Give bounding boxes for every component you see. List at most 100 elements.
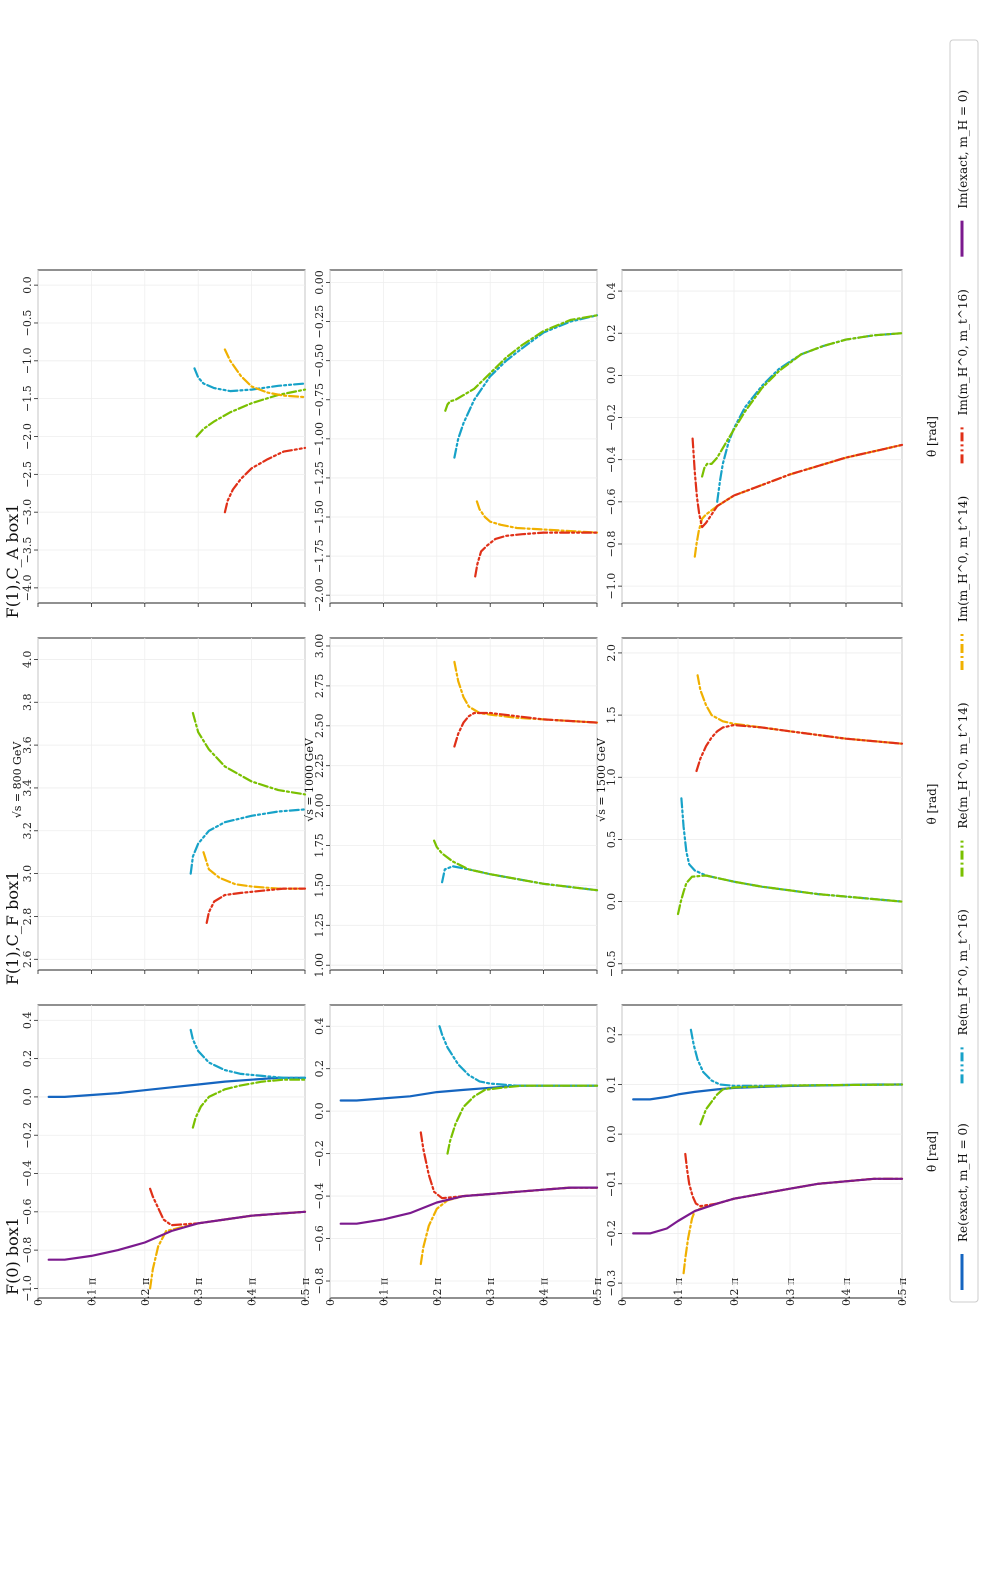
y-tick-label: 0.0 bbox=[605, 1125, 618, 1143]
x-tick-label: 0.4 π bbox=[538, 1278, 551, 1306]
row-title: √s = 800 GeV bbox=[11, 741, 24, 819]
series-line bbox=[691, 437, 904, 529]
y-tick-label: 0.0 bbox=[313, 1102, 326, 1120]
x-tick-label: 0.1 π bbox=[377, 1278, 390, 1306]
y-tick-label: 2.6 bbox=[21, 951, 34, 969]
x-axis-label: θ [rad] bbox=[925, 784, 939, 825]
panel-frame bbox=[329, 1004, 598, 1299]
x-axis-label: θ [rad] bbox=[925, 416, 939, 457]
y-tick-label: −1.0 bbox=[605, 573, 618, 600]
y-tick-label: −0.5 bbox=[605, 950, 618, 977]
y-tick-label: 0.4 bbox=[21, 1012, 34, 1030]
y-tick-label: 0.0 bbox=[21, 1088, 34, 1106]
y-tick-label: −1.00 bbox=[313, 422, 326, 456]
series-line bbox=[47, 1076, 307, 1099]
x-tick-label: 0.1 π bbox=[85, 1278, 98, 1306]
panel-r1-c1: 1.00 1.25 1.50 1.75 2.00 2.25 2.50 2.75 3.00 bbox=[313, 634, 599, 978]
y-tick-label: 2.0 bbox=[605, 644, 618, 662]
panel-frame bbox=[37, 1004, 306, 1299]
panel-r0-c2: −4.0 −3.5 −3.0 −2.5 −2.0 −1.5 −1.0 −0.5 0.0 bbox=[21, 269, 307, 607]
series-line bbox=[205, 887, 307, 925]
y-tick-label: 0.5 bbox=[605, 831, 618, 849]
y-tick-label: −0.2 bbox=[313, 1140, 326, 1167]
series-line bbox=[676, 874, 904, 916]
x-tick-label: 0.5 π bbox=[591, 1278, 604, 1306]
y-tick-label: −0.50 bbox=[313, 344, 326, 378]
series-line bbox=[475, 500, 599, 534]
y-tick-label: 3.4 bbox=[21, 779, 34, 797]
panel-r2-c1: −0.5 0.0 0.5 1.0 1.5 2.0 bbox=[605, 637, 904, 977]
y-tick-label: −0.6 bbox=[21, 1198, 34, 1225]
panel-r1-c2: −2.00 −1.75 −1.50 −1.25 −1.00 −0.75 −0.50 −0.25… bbox=[313, 269, 599, 612]
series-line bbox=[699, 1083, 904, 1126]
y-tick-label: −0.1 bbox=[605, 1170, 618, 1197]
series-line bbox=[191, 711, 307, 796]
series-line bbox=[223, 446, 307, 514]
series-line bbox=[444, 314, 599, 412]
y-tick-label: −4.0 bbox=[21, 575, 34, 602]
y-tick-label: −2.0 bbox=[21, 423, 34, 450]
legend-label: Re(m_H^0, m_t^14) bbox=[956, 702, 970, 828]
x-axis-label: θ [rad] bbox=[925, 1131, 939, 1172]
y-tick-label: −1.0 bbox=[21, 1275, 34, 1302]
y-tick-label: 0.0 bbox=[605, 367, 618, 385]
series-line bbox=[191, 1078, 307, 1129]
y-tick-label: 1.00 bbox=[313, 953, 326, 978]
series-line bbox=[339, 1186, 599, 1225]
y-tick-label: −0.6 bbox=[313, 1225, 326, 1252]
y-tick-label: 0.2 bbox=[605, 1026, 618, 1044]
y-tick-label: −0.8 bbox=[605, 531, 618, 558]
x-tick-label: 0 bbox=[324, 1299, 337, 1306]
y-tick-label: 1.75 bbox=[313, 833, 326, 858]
y-tick-label: −2.5 bbox=[21, 461, 34, 488]
y-tick-label: 4.0 bbox=[21, 651, 34, 669]
y-tick-label: 3.2 bbox=[21, 822, 34, 840]
series-line bbox=[695, 723, 904, 773]
series-line bbox=[632, 1177, 904, 1235]
y-tick-label: 0.2 bbox=[605, 324, 618, 342]
y-tick-label: 0.4 bbox=[313, 1017, 326, 1035]
y-tick-label: 3.6 bbox=[21, 736, 34, 754]
y-tick-label: −1.25 bbox=[313, 461, 326, 495]
series-line bbox=[700, 332, 904, 478]
labels-layer: F(0) box1 F(1),C_F box1 F(1),C_A box1 √s = … bbox=[3, 416, 939, 1295]
panel-frame bbox=[621, 637, 903, 971]
row-title: √s = 1000 GeV bbox=[303, 737, 316, 822]
y-tick-label: 3.0 bbox=[21, 865, 34, 883]
legend-label: Im(m_H^0, m_t^16) bbox=[956, 289, 970, 415]
x-tick-label: 0.2 π bbox=[139, 1278, 152, 1306]
legend-box bbox=[949, 39, 979, 1303]
y-tick-label: −0.8 bbox=[313, 1268, 326, 1295]
y-tick-label: 1.5 bbox=[605, 706, 618, 724]
legend-label: Re(exact, m_H = 0) bbox=[956, 1123, 970, 1242]
panel-r1-c0: 0 0.1 π 0.2 π 0.3 π 0.4 π 0.5 π −0.8 −0.6 −0.4 −0… bbox=[313, 1004, 604, 1306]
series-line bbox=[446, 1084, 599, 1155]
legend: Re(exact, m_H = 0) Re(m_H^0, m_t^16) Re(m_… bbox=[949, 39, 979, 1303]
y-tick-label: 3.00 bbox=[313, 634, 326, 659]
y-tick-label: −0.5 bbox=[21, 310, 34, 337]
y-tick-label: 3.8 bbox=[21, 694, 34, 712]
y-tick-label: 1.50 bbox=[313, 873, 326, 898]
x-tick-label: 0.3 π bbox=[192, 1278, 205, 1306]
series-line bbox=[453, 314, 599, 459]
y-tick-label: −0.4 bbox=[605, 446, 618, 473]
x-tick-label: 0.1 π bbox=[672, 1278, 685, 1306]
y-tick-label: 1.0 bbox=[605, 769, 618, 787]
legend-label: Im(exact, m_H = 0) bbox=[956, 90, 970, 209]
panel-frame bbox=[329, 637, 598, 971]
y-tick-label: 0.2 bbox=[21, 1050, 34, 1068]
column-title: F(1),C_A box1 bbox=[3, 504, 22, 619]
y-tick-label: −1.50 bbox=[313, 500, 326, 534]
series-line bbox=[189, 808, 307, 875]
y-tick-label: −0.2 bbox=[21, 1122, 34, 1149]
row-title: √s = 1500 GeV bbox=[595, 737, 608, 822]
y-tick-label: −0.6 bbox=[605, 488, 618, 515]
y-tick-label: 0.0 bbox=[605, 893, 618, 911]
y-tick-label: 0.4 bbox=[605, 282, 618, 300]
x-tick-label: 0.5 π bbox=[299, 1278, 312, 1306]
y-tick-label: −0.2 bbox=[605, 1220, 618, 1247]
series-line bbox=[433, 839, 599, 892]
y-tick-label: 0.2 bbox=[313, 1060, 326, 1078]
panels-layer: 0 0.1 π 0.2 π 0.3 π 0.4 π 0.5 π −1.0 −0.8 −0.6 −0… bbox=[21, 269, 909, 1306]
y-tick-label: 2.00 bbox=[313, 793, 326, 818]
